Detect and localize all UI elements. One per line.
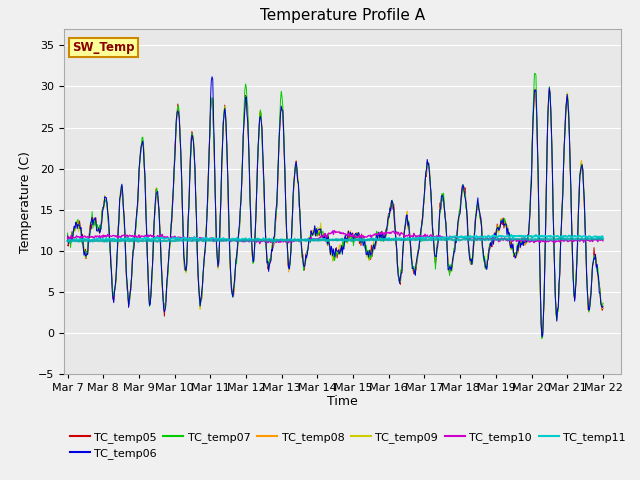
Legend: TC_temp05, TC_temp06, TC_temp07, TC_temp08, TC_temp09, TC_temp10, TC_temp11: TC_temp05, TC_temp06, TC_temp07, TC_temp… [70,432,626,459]
Title: Temperature Profile A: Temperature Profile A [260,9,425,24]
Text: SW_Temp: SW_Temp [72,41,135,54]
Y-axis label: Temperature (C): Temperature (C) [19,151,33,252]
X-axis label: Time: Time [327,395,358,408]
